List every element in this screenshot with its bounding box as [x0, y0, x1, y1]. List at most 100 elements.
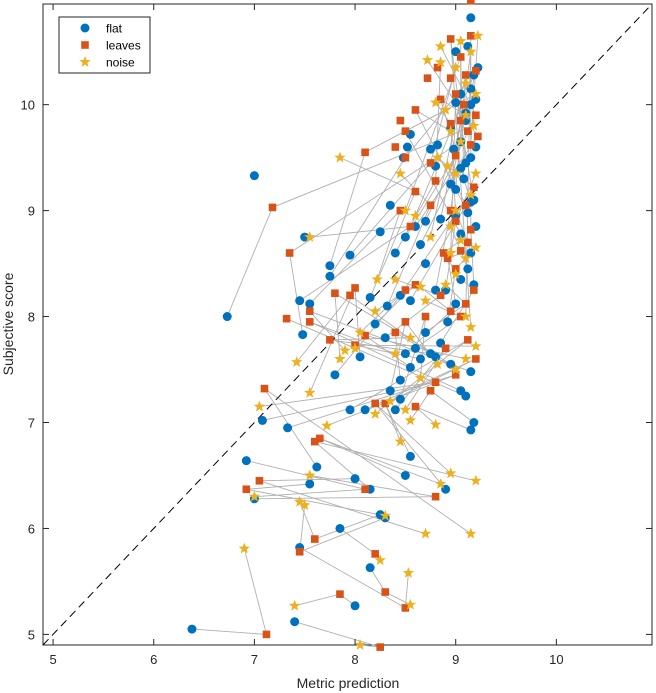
- noise-point: [334, 352, 346, 364]
- leaves-point: [268, 203, 277, 212]
- flat-point: [382, 301, 392, 311]
- noise-point: [248, 490, 261, 502]
- flat-point: [241, 456, 251, 466]
- flat-point: [375, 510, 385, 520]
- flat-point: [345, 405, 355, 415]
- noise-point: [379, 509, 391, 521]
- flat-point: [405, 451, 415, 461]
- noise-point: [354, 639, 366, 650]
- flat-point: [415, 240, 425, 250]
- leaves-point: [305, 307, 314, 316]
- leaves-point: [456, 247, 465, 255]
- flat-point: [449, 144, 459, 154]
- flat-point: [375, 227, 385, 237]
- noise-point: [299, 499, 311, 510]
- noise-point: [399, 403, 412, 415]
- noise-point: [465, 527, 477, 539]
- leaves-point: [262, 630, 271, 639]
- flat-point: [335, 523, 345, 533]
- noise-point: [369, 408, 381, 419]
- leaves-point: [305, 318, 314, 326]
- flat-point: [395, 375, 405, 385]
- leaves-point: [431, 177, 440, 185]
- noise-point: [291, 356, 303, 367]
- flat-point: [456, 163, 466, 173]
- flat-point: [312, 462, 322, 472]
- leaves-point: [376, 643, 385, 651]
- legend-label-noise: noise: [106, 56, 135, 70]
- noise-point: [460, 352, 472, 364]
- flat-point: [365, 563, 375, 573]
- flat-point: [283, 423, 293, 433]
- noise-point: [288, 599, 301, 611]
- flat-point: [249, 171, 259, 181]
- leaves-point: [467, 141, 475, 149]
- x-tick-label: 10: [549, 652, 563, 667]
- noise-point: [460, 109, 472, 121]
- noise-point: [455, 35, 467, 46]
- noise-point: [321, 419, 333, 431]
- flat-point: [400, 349, 410, 359]
- leaves-point: [423, 74, 432, 82]
- noise-point: [445, 125, 457, 136]
- leaves-point: [310, 535, 319, 543]
- noise-point: [460, 252, 472, 264]
- leaves-point: [401, 153, 410, 162]
- noise-point: [465, 188, 477, 200]
- noise-point: [304, 231, 316, 242]
- noise-point: [455, 135, 467, 147]
- noise-point: [399, 204, 412, 216]
- leaves-point: [316, 434, 324, 443]
- leaves-point: [456, 312, 465, 321]
- leaves-point: [411, 402, 420, 411]
- noise-point: [404, 331, 417, 343]
- noise-point: [445, 220, 457, 232]
- legend-box: [58, 16, 151, 74]
- leaves-point: [426, 201, 435, 210]
- x-tick-label: 9: [452, 652, 459, 667]
- leaves-point: [472, 66, 480, 75]
- noise-point: [339, 344, 351, 356]
- flat-point: [463, 264, 473, 274]
- leaves-point: [346, 291, 354, 300]
- leaves-point: [472, 355, 480, 363]
- flat-point: [469, 418, 479, 428]
- leaves-point: [451, 90, 460, 98]
- flat-point: [443, 317, 453, 327]
- leaves-point: [436, 95, 445, 104]
- noise-point: [470, 241, 482, 253]
- noise-point: [389, 347, 401, 359]
- leaves-point: [472, 111, 480, 120]
- y-axis-label: Subjective score: [0, 272, 16, 375]
- leaves-point: [456, 116, 465, 125]
- leaves-point: [260, 384, 269, 393]
- leaves-point: [426, 159, 435, 167]
- leaves-point: [295, 547, 304, 556]
- flat-point: [405, 362, 415, 372]
- flat-point: [390, 405, 400, 415]
- flat-point: [466, 367, 476, 377]
- flat-point: [390, 248, 400, 258]
- flat-point: [421, 327, 431, 337]
- x-tick-label: 8: [351, 652, 358, 667]
- noise-point: [304, 386, 316, 398]
- leaves-point: [396, 206, 405, 215]
- flat-point: [350, 474, 360, 484]
- flat-point: [466, 425, 476, 435]
- series-flat: [187, 13, 483, 634]
- flat-point: [433, 140, 443, 150]
- leaves-point: [461, 300, 470, 308]
- y-tick-label: 9: [28, 204, 35, 219]
- flat-point: [355, 352, 365, 362]
- flat-point: [402, 142, 412, 152]
- noise-point: [404, 598, 417, 610]
- flat-point: [187, 624, 197, 634]
- noise-point: [431, 151, 444, 163]
- flat-point: [257, 415, 267, 425]
- noise-point: [450, 167, 462, 179]
- leaves-point: [446, 35, 455, 43]
- leaves-point: [326, 336, 334, 344]
- flat-point: [330, 370, 340, 380]
- noise-point: [431, 358, 444, 370]
- flat-point: [385, 200, 395, 210]
